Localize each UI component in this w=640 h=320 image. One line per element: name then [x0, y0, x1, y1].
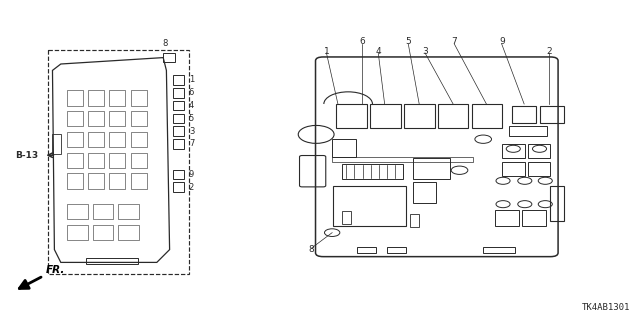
Text: 8: 8 — [163, 39, 168, 48]
Bar — [413, 182, 436, 203]
Text: 7: 7 — [189, 140, 194, 148]
Bar — [528, 144, 550, 158]
Bar — [131, 111, 147, 126]
Bar — [109, 153, 125, 168]
Bar — [438, 104, 468, 128]
Bar — [109, 90, 125, 106]
Text: 3: 3 — [422, 47, 428, 56]
Bar — [540, 106, 564, 123]
Bar — [528, 162, 550, 176]
Text: 1: 1 — [324, 47, 329, 56]
Bar — [509, 126, 547, 136]
Bar — [472, 104, 502, 128]
Bar — [332, 157, 473, 162]
Bar — [67, 204, 88, 219]
Text: 9: 9 — [189, 170, 194, 179]
Text: TK4AB1301: TK4AB1301 — [582, 303, 630, 312]
Bar — [88, 173, 104, 189]
Text: 1: 1 — [189, 76, 194, 84]
Bar — [173, 114, 184, 123]
Text: FR.: FR. — [46, 265, 65, 275]
Bar — [131, 90, 147, 106]
Bar — [173, 126, 184, 136]
Bar — [93, 225, 113, 240]
Bar — [173, 75, 184, 85]
Bar — [173, 170, 184, 179]
Bar — [88, 111, 104, 126]
Text: 5: 5 — [406, 37, 411, 46]
Bar — [67, 173, 83, 189]
Bar — [483, 247, 515, 253]
Bar — [173, 182, 184, 192]
Bar — [336, 104, 367, 128]
Bar — [109, 111, 125, 126]
Text: 8: 8 — [309, 245, 314, 254]
Text: 3: 3 — [189, 127, 194, 136]
Bar — [173, 139, 184, 149]
Bar — [67, 225, 88, 240]
Text: 2: 2 — [189, 183, 194, 192]
Bar — [173, 88, 184, 98]
Text: 4: 4 — [189, 101, 194, 110]
Bar — [522, 210, 546, 226]
Bar — [131, 173, 147, 189]
Text: 5: 5 — [189, 114, 194, 123]
Bar — [109, 173, 125, 189]
Bar — [357, 247, 376, 253]
Text: 4: 4 — [376, 47, 381, 56]
Bar — [502, 162, 525, 176]
Bar — [118, 225, 139, 240]
Bar — [86, 258, 138, 264]
Bar — [413, 158, 450, 179]
Bar — [109, 132, 125, 147]
Bar — [88, 153, 104, 168]
Bar — [495, 210, 519, 226]
Text: B-13: B-13 — [15, 151, 38, 160]
Bar — [67, 111, 83, 126]
Text: 9: 9 — [499, 37, 504, 46]
Text: 2: 2 — [547, 47, 552, 56]
Text: 6: 6 — [189, 88, 194, 97]
Text: 7: 7 — [452, 37, 457, 46]
Bar — [131, 153, 147, 168]
Bar — [93, 204, 113, 219]
Bar — [550, 186, 564, 221]
Bar — [332, 139, 356, 157]
Bar — [404, 104, 435, 128]
Bar — [67, 153, 83, 168]
Bar — [88, 90, 104, 106]
Bar — [173, 101, 184, 110]
Bar — [387, 247, 406, 253]
Bar — [333, 186, 406, 226]
Bar — [67, 90, 83, 106]
Bar — [370, 104, 401, 128]
Bar — [118, 204, 139, 219]
Bar — [410, 214, 419, 227]
Bar — [163, 53, 175, 62]
Text: 6: 6 — [360, 37, 365, 46]
Bar — [131, 132, 147, 147]
Bar — [88, 132, 104, 147]
Bar — [67, 132, 83, 147]
Bar — [512, 106, 536, 123]
Bar — [502, 144, 525, 158]
Bar — [342, 164, 403, 179]
Bar — [342, 211, 351, 224]
Bar — [52, 134, 61, 154]
